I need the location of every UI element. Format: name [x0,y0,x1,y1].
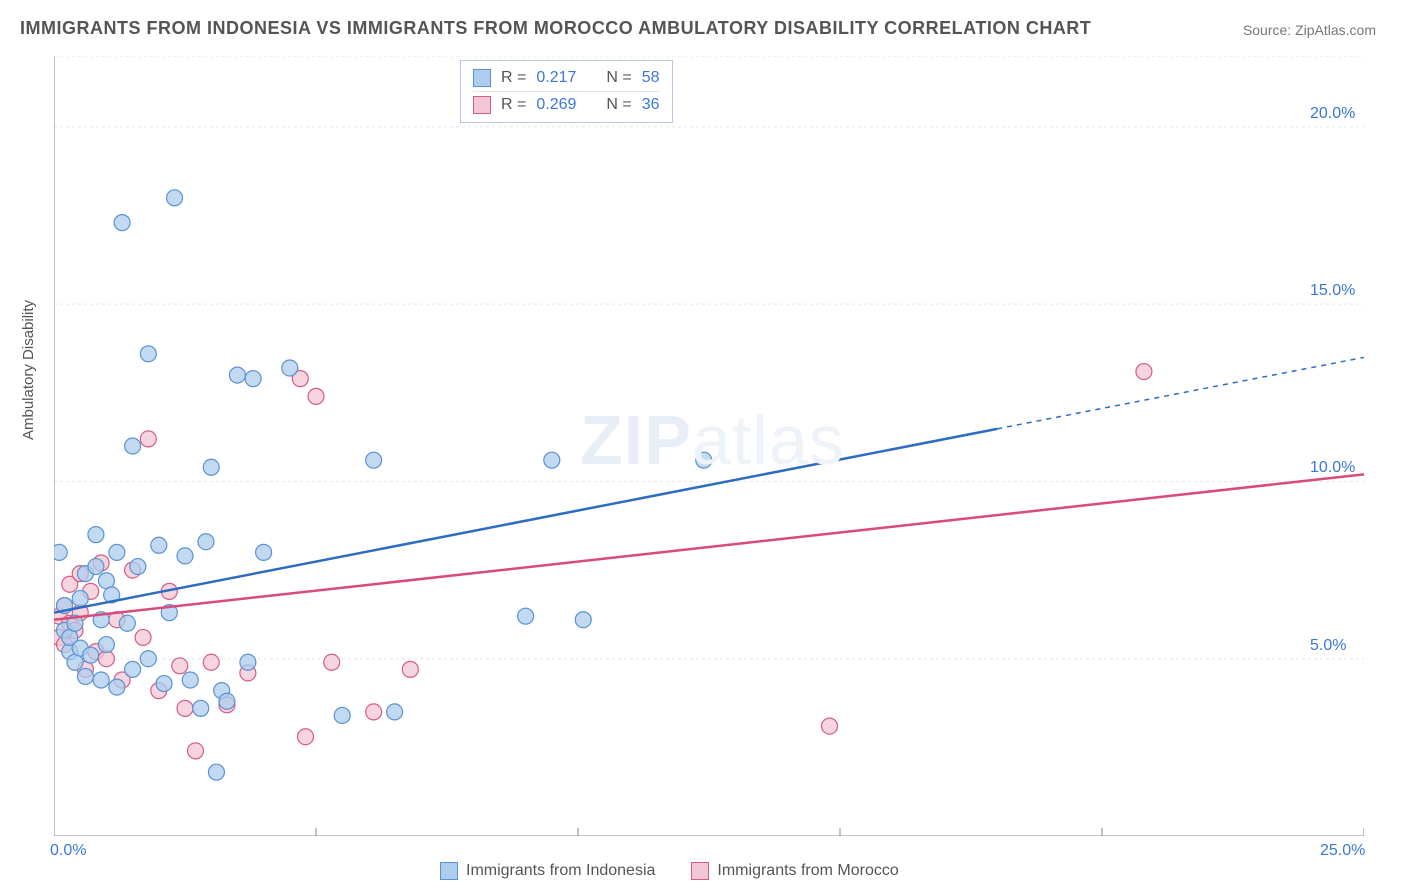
chart-container: IMMIGRANTS FROM INDONESIA VS IMMIGRANTS … [0,0,1406,892]
legend-statistics: R = 0.217 N = 58 R = 0.269 N = 36 [460,60,673,123]
n-label-1: N = [606,69,631,87]
y-tick-label: 15.0% [1310,282,1355,300]
n-value-1: 58 [642,69,660,87]
r-label-1: R = [501,69,526,87]
y-tick-label: 5.0% [1310,637,1346,655]
source-attribution: Source: ZipAtlas.com [1243,22,1376,38]
legend-label-series2: Immigrants from Morocco [717,862,898,880]
swatch-series1-icon [473,69,491,87]
chart-title: IMMIGRANTS FROM INDONESIA VS IMMIGRANTS … [20,18,1091,39]
swatch-series2-bottom-icon [691,862,709,880]
legend-label-series1: Immigrants from Indonesia [466,862,655,880]
swatch-series2-icon [473,96,491,114]
legend-stat-row-2: R = 0.269 N = 36 [473,91,660,116]
legend-series: Immigrants from Indonesia Immigrants fro… [440,862,899,880]
x-tick-label: 25.0% [1320,842,1365,860]
legend-stat-row-1: R = 0.217 N = 58 [473,67,660,89]
legend-item-series2: Immigrants from Morocco [691,862,898,880]
r-label-2: R = [501,96,526,114]
y-tick-label: 20.0% [1310,105,1355,123]
scatter-plot-svg [54,56,1364,836]
legend-item-series1: Immigrants from Indonesia [440,862,655,880]
n-value-2: 36 [642,96,660,114]
r-value-1: 0.217 [536,69,576,87]
chart-area [54,56,1364,836]
x-tick-label: 0.0% [50,842,86,860]
r-value-2: 0.269 [536,96,576,114]
n-label-2: N = [606,96,631,114]
y-axis-label: Ambulatory Disability [20,300,37,440]
swatch-series1-bottom-icon [440,862,458,880]
y-tick-label: 10.0% [1310,459,1355,477]
